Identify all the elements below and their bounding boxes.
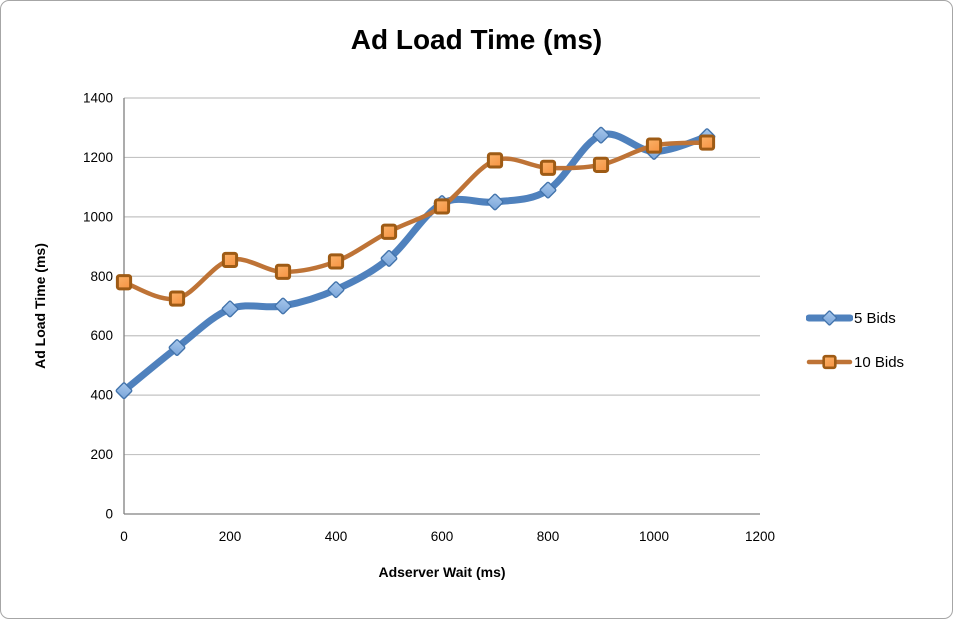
y-tick-label: 1400: [83, 91, 113, 106]
chart-title: Ad Load Time (ms): [350, 24, 603, 55]
series-markers-10-bids: [115, 134, 716, 307]
x-tick-label: 200: [219, 529, 242, 544]
x-tick-label: 600: [431, 529, 454, 544]
y-axis-title: Ad Load Time (ms): [32, 243, 48, 369]
legend: 5 Bids 10 Bids: [806, 308, 904, 372]
y-tick-label: 400: [90, 388, 113, 403]
x-tick-label: 1200: [745, 529, 775, 544]
x-axis-title: Adserver Wait (ms): [378, 564, 506, 580]
x-tick-label: 1000: [639, 529, 669, 544]
legend-label-5-bids: 5 Bids: [854, 309, 896, 327]
legend-item-5-bids: 5 Bids: [806, 308, 904, 328]
y-tick-label: 1000: [83, 209, 113, 224]
series-line-10-bids: [121, 140, 710, 302]
x-tick-label: 800: [537, 529, 560, 544]
y-tick-label: 0: [105, 507, 113, 522]
y-tick-label: 1200: [83, 150, 113, 165]
y-tick-label: 800: [90, 269, 113, 284]
y-tick-label: 600: [90, 328, 113, 343]
series-markers-5-bids: [115, 126, 716, 400]
x-tick-label: 0: [120, 529, 128, 544]
x-tick-label: 400: [325, 529, 348, 544]
legend-marker-5-bids: [806, 310, 853, 326]
legend-label-10-bids: 10 Bids: [854, 353, 905, 371]
y-tick-label: 200: [90, 447, 113, 462]
legend-marker-10-bids: [806, 354, 853, 370]
series-line-5-bids: [120, 130, 711, 395]
legend-item-10-bids: 10 Bids: [806, 352, 904, 372]
